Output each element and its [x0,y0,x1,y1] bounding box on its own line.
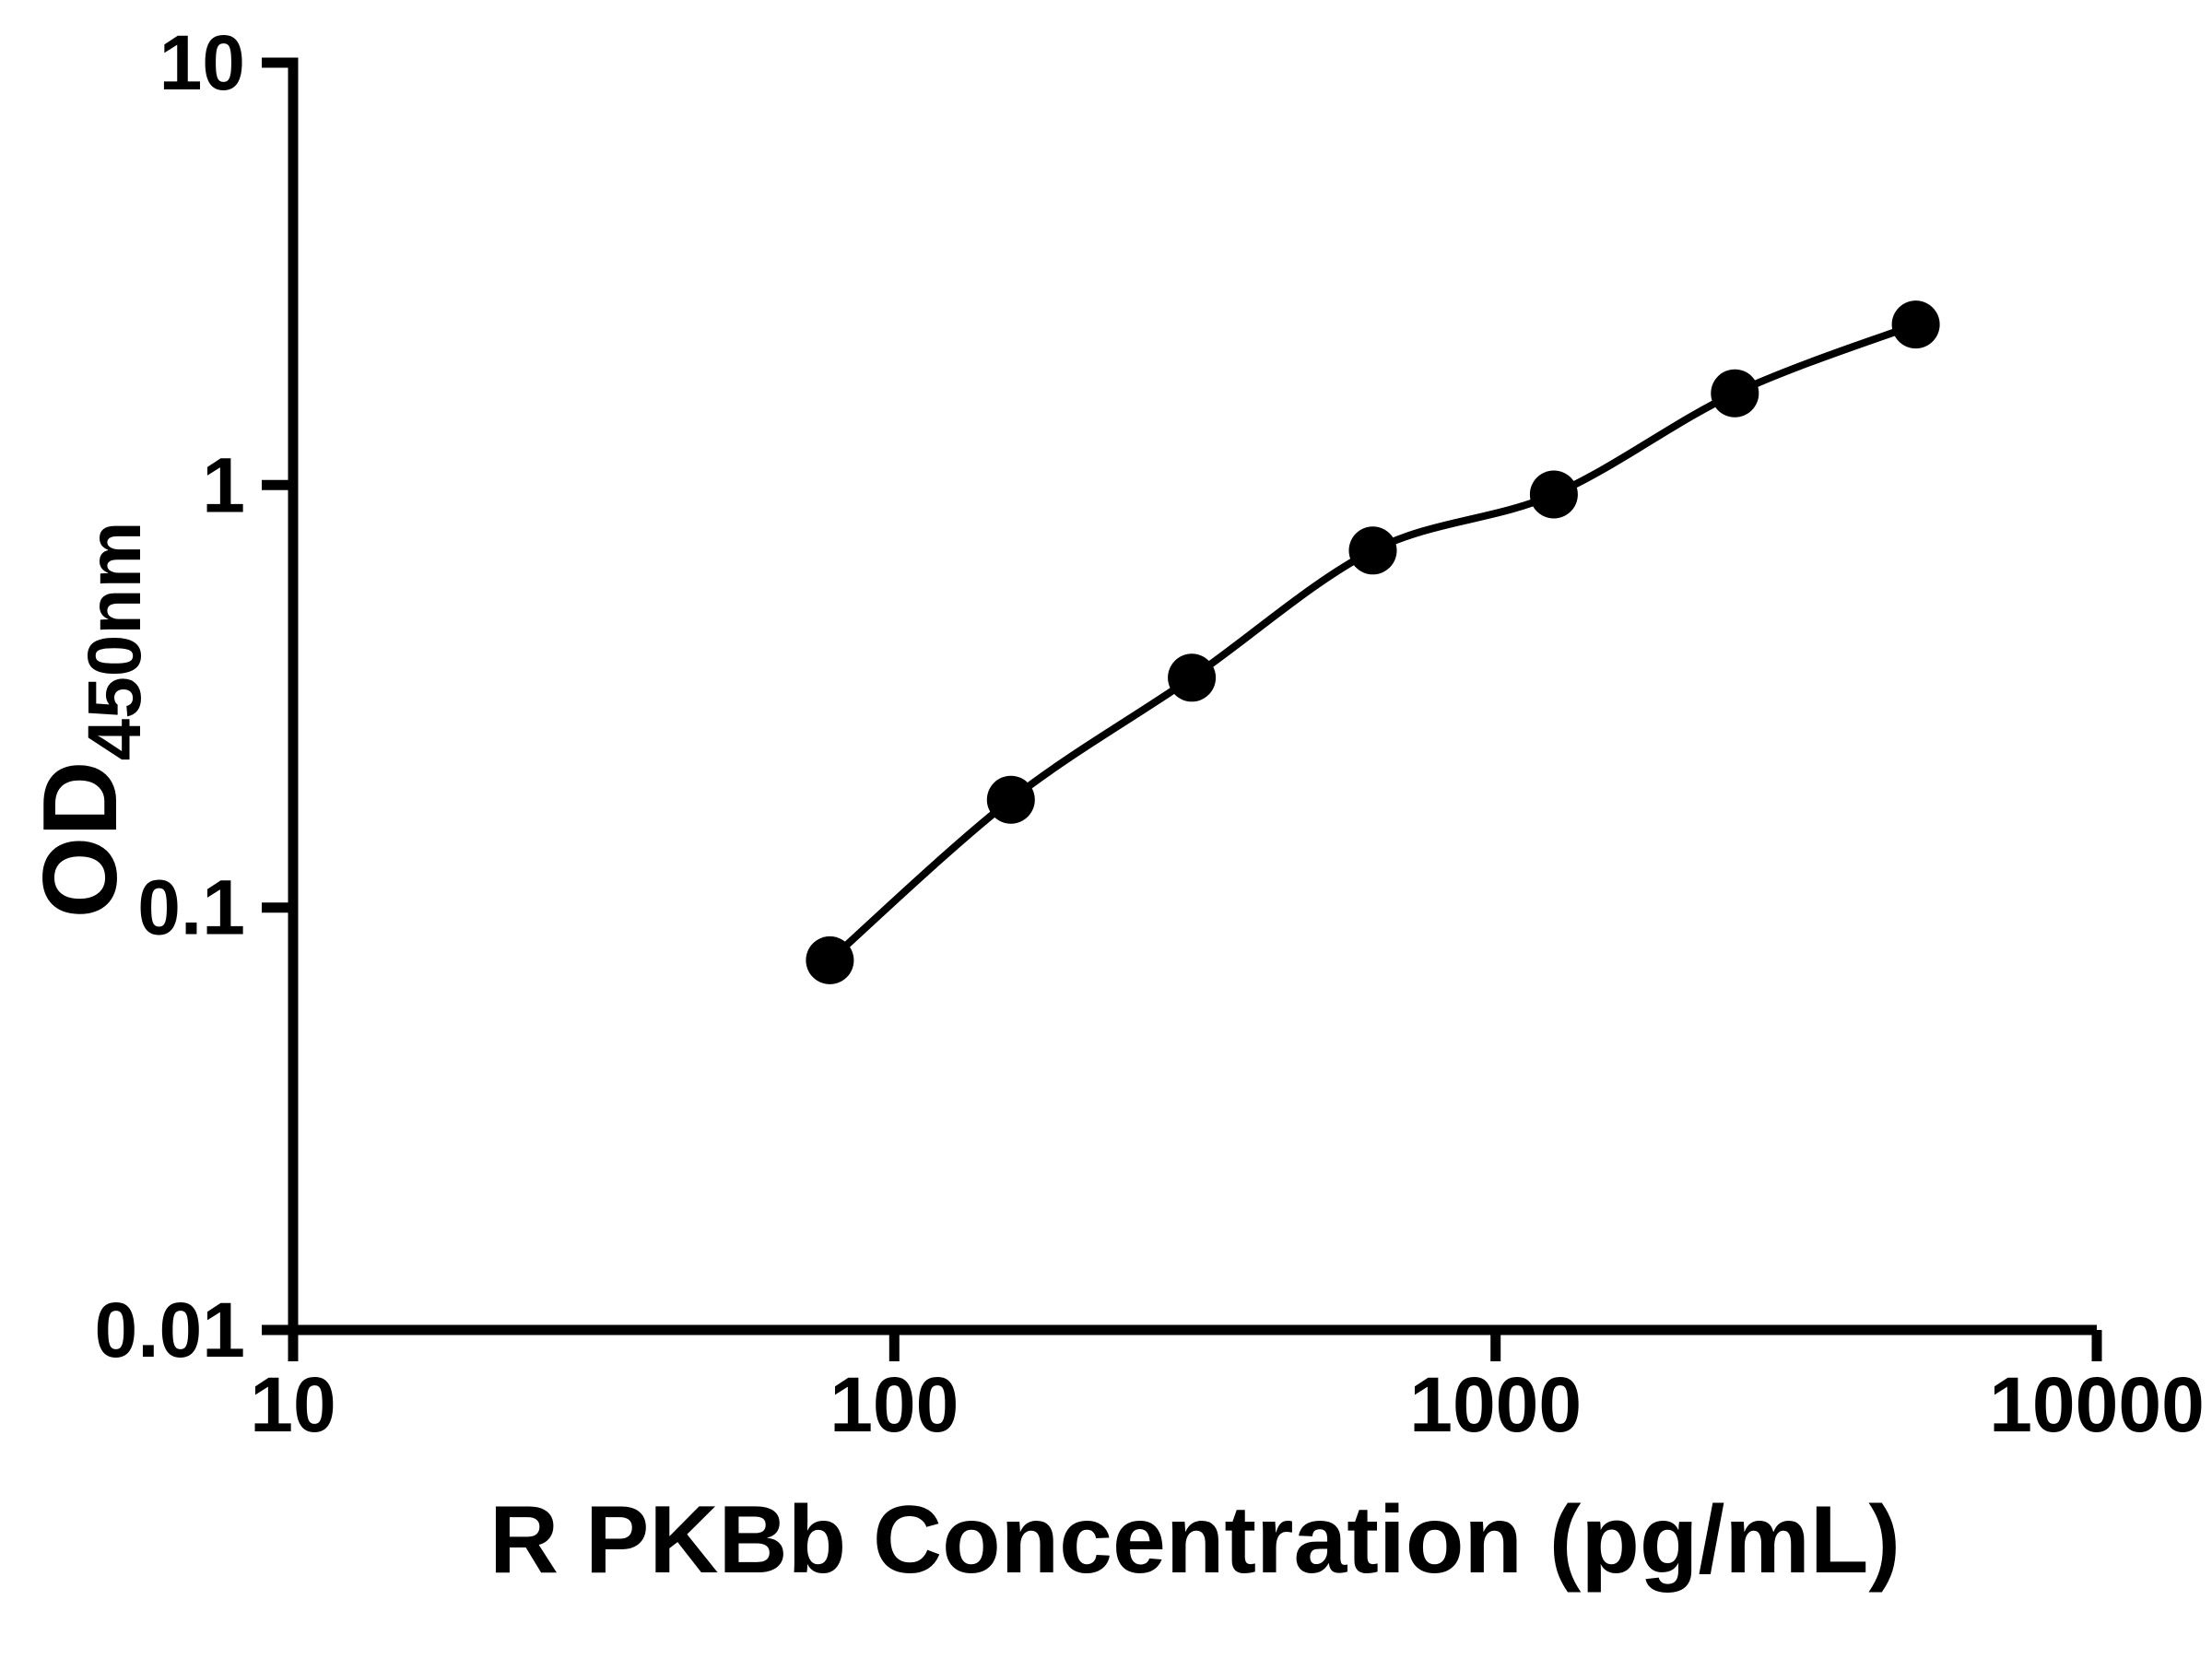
data-point [1529,470,1578,519]
y-axis-title-subscript: 450nm [73,521,157,761]
x-tick-label: 1000 [1409,1361,1582,1448]
y-tick-label: 0.01 [95,1287,246,1373]
y-axis-title: OD450nm [20,522,159,919]
data-point [806,935,854,984]
data-point [1168,653,1217,702]
y-axis-title-main: OD [22,760,139,919]
x-axis-title: R PKBb Concentration (pg/mL) [488,1487,1900,1594]
data-point [986,775,1035,824]
x-tick-label: 10 [250,1361,335,1448]
x-tick-label: 10000 [1989,1361,2205,1448]
data-point [1891,300,1940,349]
data-point [1711,369,1759,418]
y-tick-label: 0.1 [137,865,245,951]
y-tick-label: 1 [202,441,245,528]
x-tick-label: 100 [830,1361,959,1448]
y-tick-label: 10 [159,19,245,106]
standard-curve-line [827,321,1918,963]
data-point [1348,526,1397,575]
